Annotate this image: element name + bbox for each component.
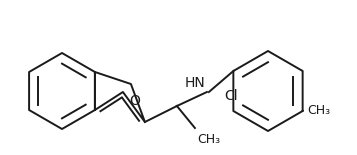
Text: HN: HN [184, 76, 205, 90]
Text: CH₃: CH₃ [308, 104, 331, 117]
Text: CH₃: CH₃ [197, 133, 220, 146]
Text: Cl: Cl [225, 89, 238, 103]
Text: O: O [130, 94, 140, 108]
